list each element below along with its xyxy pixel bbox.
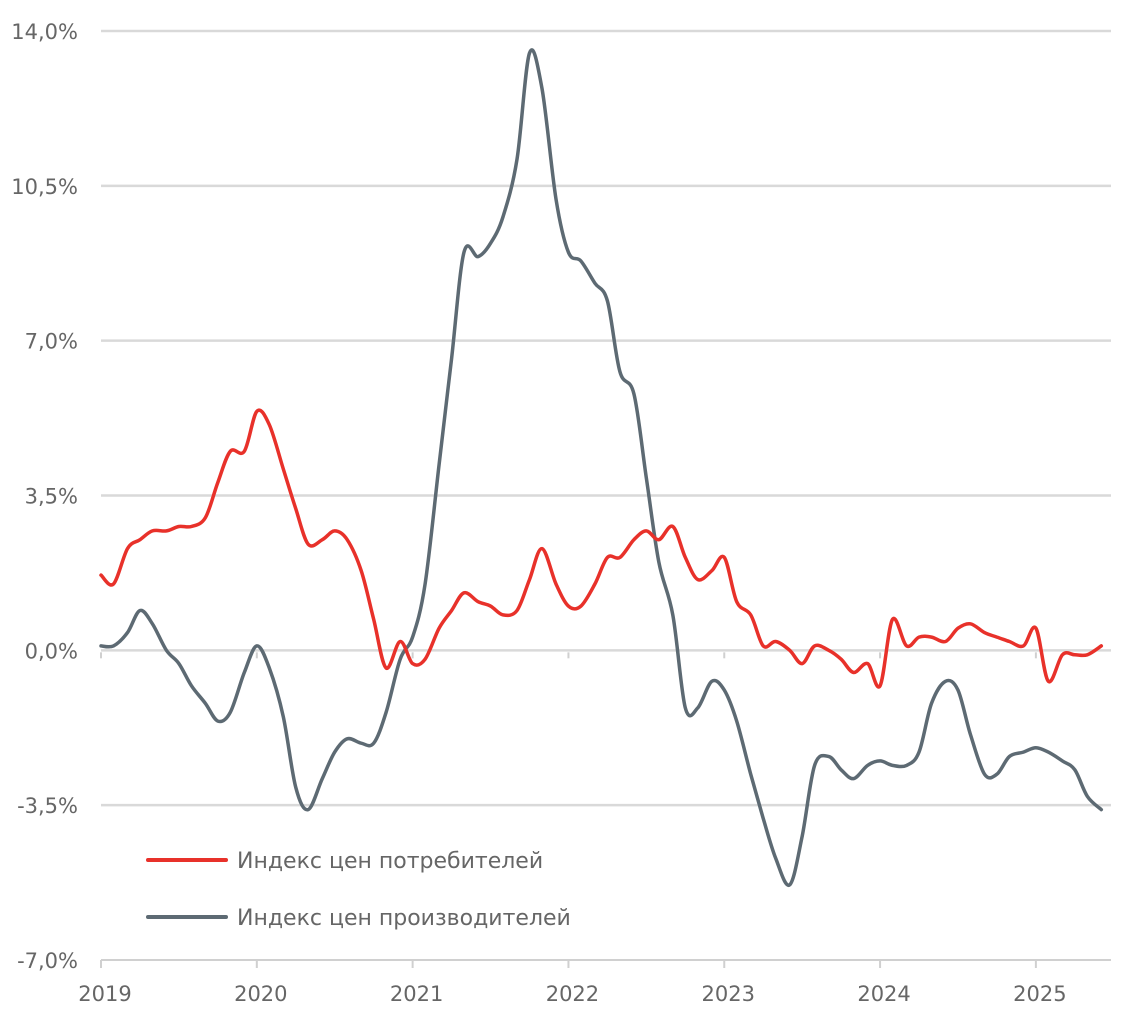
x-tick-label: 2023 — [702, 982, 755, 1006]
legend: Индекс цен потребителей Индекс цен произ… — [146, 849, 571, 931]
y-tick-label: -7,0% — [17, 949, 78, 973]
legend-entry-ppi: Индекс цен производителей — [146, 906, 571, 931]
y-tick-label: 3,5% — [25, 485, 78, 509]
y-tick-label: 7,0% — [25, 330, 78, 354]
y-tick-label: -3,5% — [17, 794, 78, 818]
x-axis: 2019 2020 2021 2022 2023 2024 2025 — [78, 652, 1111, 1006]
y-axis-tick-labels: 14,0% 10,5% 7,0% 3,5% 0,0% -3,5% -7,0% — [11, 20, 78, 973]
series-lines — [99, 48, 1104, 887]
grid — [101, 29, 1111, 807]
x-tick-label: 2019 — [78, 982, 131, 1006]
x-tick-label: 2021 — [390, 982, 443, 1006]
x-tick-label: 2022 — [546, 982, 599, 1006]
y-tick-label: 14,0% — [11, 20, 78, 44]
x-tick-label: 2020 — [234, 982, 287, 1006]
series-line-cpi — [99, 408, 1104, 689]
y-tick-label: 10,5% — [11, 175, 78, 199]
y-tick-label: 0,0% — [25, 639, 78, 663]
legend-entry-cpi: Индекс цен потребителей — [146, 849, 543, 874]
x-tick-label: 2024 — [857, 982, 910, 1006]
x-tick-label: 2025 — [1013, 982, 1066, 1006]
legend-label-cpi: Индекс цен потребителей — [237, 849, 543, 874]
legend-label-ppi: Индекс цен производителей — [237, 906, 571, 931]
series-line-ppi — [99, 48, 1104, 887]
